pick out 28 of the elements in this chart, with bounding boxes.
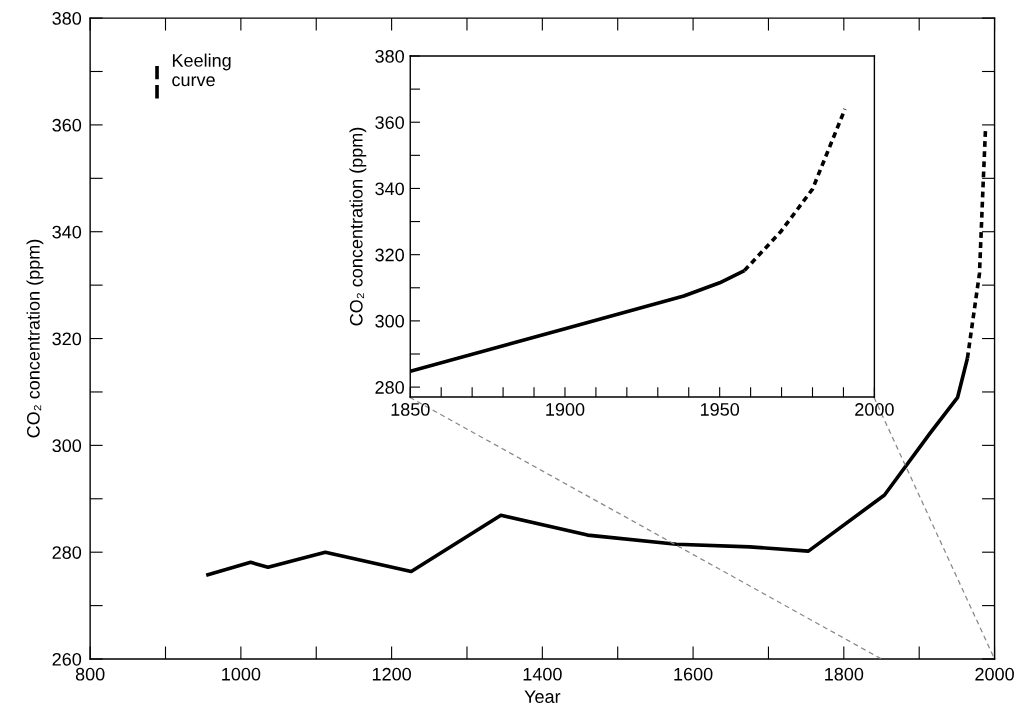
x-tick-label: 1400 [523,667,562,681]
y-axis-title: CO₂ concentration (ppm) [349,127,367,326]
y-tick-label: 340 [52,225,82,239]
y-tick-label: 380 [375,49,404,63]
x-tick-label: 1200 [372,667,411,681]
y-tick-label: 380 [52,12,82,25]
y-tick-label: 360 [375,116,404,129]
y-tick-label: 340 [375,182,404,196]
y-tick-label: 300 [375,314,404,328]
x-tick-label: 1800 [825,667,864,681]
y-tick-label: 320 [375,248,404,262]
legend-label: Keeling curve [172,53,231,87]
x-tick-label: 1850 [391,403,430,416]
y-tick-label: 320 [52,332,82,346]
y-axis-title: CO₂ concentration (ppm) [26,239,44,438]
x-tick-label: 1000 [222,667,261,681]
x-tick-label: 2000 [975,667,1014,681]
x-axis-title: Year [524,690,561,703]
y-tick-label: 360 [52,118,82,132]
x-tick-label: 1950 [700,403,740,416]
x-tick-label: 1900 [546,403,585,416]
y-tick-label: 280 [52,546,82,559]
x-tick-label: 800 [75,667,105,681]
y-tick-label: 280 [375,381,404,394]
y-tick-label: 260 [52,652,82,666]
x-tick-label: 1600 [674,667,713,681]
y-tick-label: 300 [52,439,82,453]
x-tick-label: 2000 [855,403,894,416]
